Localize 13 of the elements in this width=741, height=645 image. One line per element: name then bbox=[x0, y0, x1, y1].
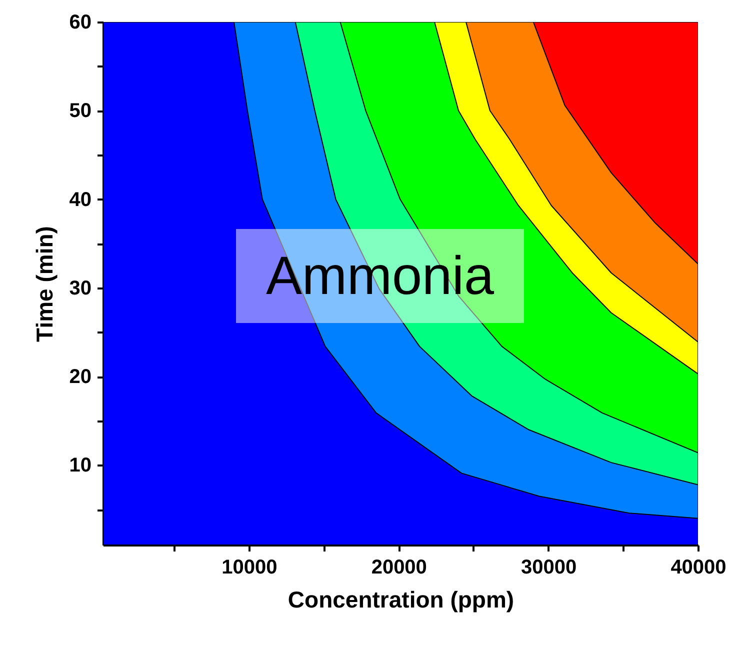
x-tick-label: 40000 bbox=[670, 556, 726, 578]
x-tick-label: 20000 bbox=[371, 556, 427, 578]
y-tick-label: 40 bbox=[69, 188, 92, 211]
y-tick-label: 50 bbox=[69, 100, 92, 122]
y-tick-label: 30 bbox=[69, 277, 92, 300]
y-tick-label: 20 bbox=[69, 366, 92, 388]
y-axis-title: Time (min) bbox=[31, 226, 58, 342]
x-tick-label: 30000 bbox=[521, 556, 577, 578]
y-tick-label: 10 bbox=[69, 454, 92, 477]
y-tick-label: 60 bbox=[69, 12, 92, 34]
x-axis-title: Concentration (ppm) bbox=[288, 586, 514, 612]
annotation: Ammonia bbox=[266, 246, 496, 306]
x-tick-label: 10000 bbox=[222, 556, 278, 578]
